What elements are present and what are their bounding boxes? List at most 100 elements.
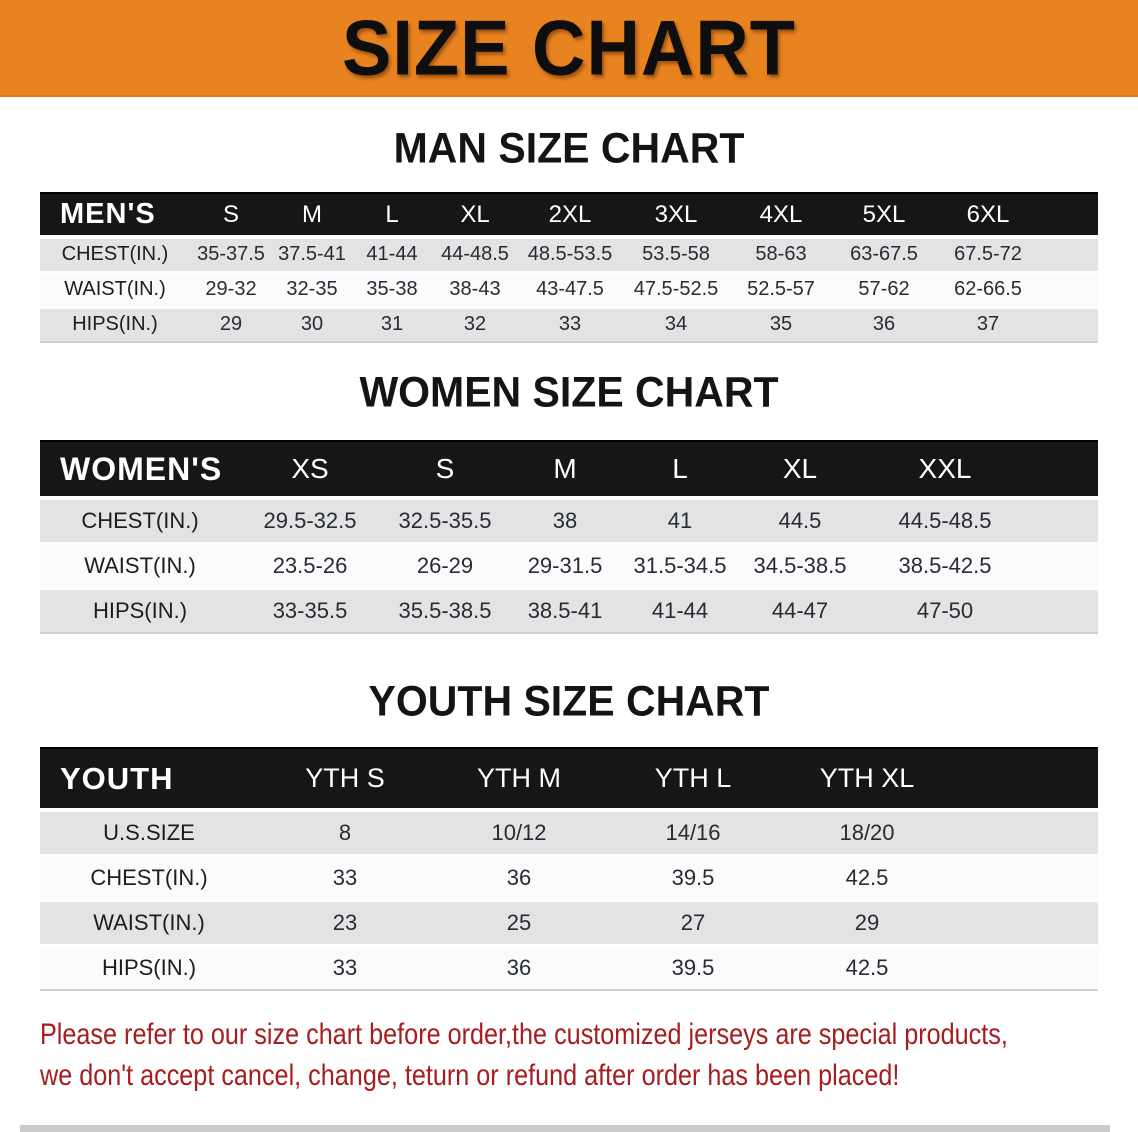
women-section-heading: WOMEN SIZE CHART <box>359 367 779 417</box>
women-waist-row: WAIST(IN.) 23.5-26 26-29 29-31.5 31.5-34… <box>40 543 1098 590</box>
women-chest-row: CHEST(IN.) 29.5-32.5 32.5-35.5 38 41 44.… <box>40 498 1098 545</box>
spacer-cell <box>1040 237 1098 274</box>
cell: 41-44 <box>352 237 432 274</box>
men-col-xl: XL <box>432 192 518 239</box>
spacer-cell <box>1040 192 1098 239</box>
row-label: HIPS(IN.) <box>40 307 190 343</box>
cell: 27 <box>606 900 780 947</box>
cell: 35 <box>730 307 832 343</box>
women-size-table: WOMEN'S XS S M L XL XXL CHEST(IN.) 29.5-… <box>40 440 1098 634</box>
cell: 67.5-72 <box>936 237 1040 274</box>
cell: 26-29 <box>380 543 510 590</box>
spacer-cell <box>954 747 1098 812</box>
row-label: U.S.SIZE <box>40 810 258 857</box>
cell: 33 <box>258 945 432 991</box>
men-header-row: MEN'S S M L XL 2XL 3XL 4XL 5XL 6XL <box>40 192 1098 239</box>
cell: 23.5-26 <box>240 543 380 590</box>
spacer-cell <box>954 855 1098 902</box>
cell: 31 <box>352 307 432 343</box>
cell: 43-47.5 <box>518 272 622 309</box>
cell: 41-44 <box>620 588 740 634</box>
cell: 23 <box>258 900 432 947</box>
youth-chest-row: CHEST(IN.) 33 36 39.5 42.5 <box>40 855 1098 902</box>
cell: 36 <box>432 855 606 902</box>
spacer-cell <box>1030 543 1098 590</box>
cell: 33 <box>258 855 432 902</box>
cell: 41 <box>620 498 740 545</box>
cell: 48.5-53.5 <box>518 237 622 274</box>
youth-col-m: YTH M <box>432 747 606 812</box>
men-col-5xl: 5XL <box>832 192 936 239</box>
cell: 36 <box>832 307 936 343</box>
women-col-l: L <box>620 440 740 500</box>
row-label: CHEST(IN.) <box>40 855 258 902</box>
cell: 42.5 <box>780 855 954 902</box>
cell: 44-48.5 <box>432 237 518 274</box>
cell: 58-63 <box>730 237 832 274</box>
women-hips-row: HIPS(IN.) 33-35.5 35.5-38.5 38.5-41 41-4… <box>40 588 1098 634</box>
disclaimer-line-1: Please refer to our size chart before or… <box>40 1018 1008 1051</box>
cell: 33-35.5 <box>240 588 380 634</box>
row-label: CHEST(IN.) <box>40 237 190 274</box>
spacer-cell <box>1030 440 1098 500</box>
cell: 44-47 <box>740 588 860 634</box>
youth-col-s: YTH S <box>258 747 432 812</box>
cell: 29 <box>780 900 954 947</box>
size-chart-banner: SIZE CHART <box>0 0 1138 97</box>
cell: 63-67.5 <box>832 237 936 274</box>
men-col-2xl: 2XL <box>518 192 622 239</box>
cell: 32 <box>432 307 518 343</box>
row-label: CHEST(IN.) <box>40 498 240 545</box>
cell: 18/20 <box>780 810 954 857</box>
women-col-xl: XL <box>740 440 860 500</box>
cell: 34.5-38.5 <box>740 543 860 590</box>
women-header-row: WOMEN'S XS S M L XL XXL <box>40 440 1098 500</box>
cell: 52.5-57 <box>730 272 832 309</box>
row-label: WAIST(IN.) <box>40 543 240 590</box>
youth-ussize-row: U.S.SIZE 8 10/12 14/16 18/20 <box>40 810 1098 857</box>
youth-section-heading: YOUTH SIZE CHART <box>368 676 770 726</box>
cell: 38-43 <box>432 272 518 309</box>
women-col-xxl: XXL <box>860 440 1030 500</box>
banner-title: SIZE CHART <box>342 3 796 92</box>
cell: 39.5 <box>606 855 780 902</box>
cell: 44.5 <box>740 498 860 545</box>
cell: 33 <box>518 307 622 343</box>
men-col-4xl: 4XL <box>730 192 832 239</box>
spacer-cell <box>1040 307 1098 343</box>
men-chest-row: CHEST(IN.) 35-37.5 37.5-41 41-44 44-48.5… <box>40 237 1098 274</box>
row-label: HIPS(IN.) <box>40 588 240 634</box>
youth-col-xl: YTH XL <box>780 747 954 812</box>
disclaimer-line-2: we don't accept cancel, change, teturn o… <box>40 1058 900 1092</box>
youth-header-label: YOUTH <box>40 747 258 812</box>
cell: 29 <box>190 307 272 343</box>
men-waist-row: WAIST(IN.) 29-32 32-35 35-38 38-43 43-47… <box>40 272 1098 309</box>
spacer-cell <box>954 945 1098 991</box>
cell: 39.5 <box>606 945 780 991</box>
youth-size-table: YOUTH YTH S YTH M YTH L YTH XL U.S.SIZE … <box>40 747 1098 991</box>
disclaimer-text: Please refer to our size chart before or… <box>40 1015 1138 1097</box>
cell: 29-31.5 <box>510 543 620 590</box>
women-header-label: WOMEN'S <box>40 440 240 500</box>
spacer-cell <box>1030 498 1098 545</box>
men-col-3xl: 3XL <box>622 192 730 239</box>
youth-waist-row: WAIST(IN.) 23 25 27 29 <box>40 900 1098 947</box>
cell: 62-66.5 <box>936 272 1040 309</box>
cell: 47.5-52.5 <box>622 272 730 309</box>
youth-header-row: YOUTH YTH S YTH M YTH L YTH XL <box>40 747 1098 812</box>
cell: 37.5-41 <box>272 237 352 274</box>
cell: 29.5-32.5 <box>240 498 380 545</box>
men-col-s: S <box>190 192 272 239</box>
men-col-m: M <box>272 192 352 239</box>
women-col-xs: XS <box>240 440 380 500</box>
cell: 34 <box>622 307 730 343</box>
cell: 29-32 <box>190 272 272 309</box>
cell: 35.5-38.5 <box>380 588 510 634</box>
women-col-s: S <box>380 440 510 500</box>
cell: 47-50 <box>860 588 1030 634</box>
cell: 31.5-34.5 <box>620 543 740 590</box>
cell: 8 <box>258 810 432 857</box>
men-col-l: L <box>352 192 432 239</box>
cell: 25 <box>432 900 606 947</box>
cell: 32-35 <box>272 272 352 309</box>
